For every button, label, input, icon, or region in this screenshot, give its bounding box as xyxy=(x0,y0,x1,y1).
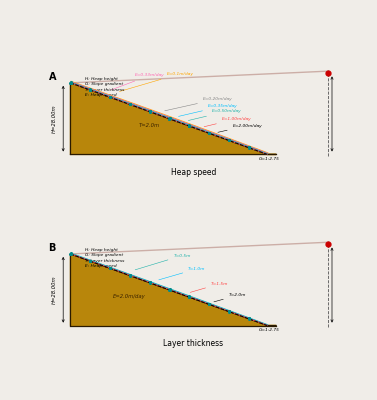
Text: E: Heap speed: E: Heap speed xyxy=(85,93,117,97)
Text: E=2.00m/day: E=2.00m/day xyxy=(218,124,262,132)
Text: E=0.35m/day: E=0.35m/day xyxy=(178,104,238,116)
Text: G: Slope gradient: G: Slope gradient xyxy=(85,82,123,86)
Text: T=2.0m: T=2.0m xyxy=(139,123,160,128)
Text: H=28.00m: H=28.00m xyxy=(52,276,57,304)
Text: T=1.0m: T=1.0m xyxy=(159,267,205,280)
Text: T=1.5m: T=1.5m xyxy=(190,282,228,292)
Text: E=2.0m/day: E=2.0m/day xyxy=(113,294,145,299)
Text: T=0.5m: T=0.5m xyxy=(135,254,191,270)
Text: Heap speed: Heap speed xyxy=(170,168,216,176)
Text: E: Heap speed: E: Heap speed xyxy=(85,264,117,268)
Text: H: Heap height: H: Heap height xyxy=(85,77,118,81)
Text: H: Heap height: H: Heap height xyxy=(85,248,118,252)
Text: T=2.0m: T=2.0m xyxy=(214,293,246,302)
Text: B: B xyxy=(49,243,56,253)
Text: E=0.50m/day: E=0.50m/day xyxy=(188,109,242,120)
Text: H=28.00m: H=28.00m xyxy=(52,104,57,133)
Polygon shape xyxy=(70,83,276,154)
Text: E=1.00m/day: E=1.00m/day xyxy=(204,117,251,127)
Text: A: A xyxy=(49,72,56,82)
Text: Layer thickness: Layer thickness xyxy=(163,339,223,348)
Text: T: Layer thickness: T: Layer thickness xyxy=(85,88,124,92)
Text: G: Slope gradient: G: Slope gradient xyxy=(85,253,123,257)
Text: E=0.1m/day: E=0.1m/day xyxy=(120,72,193,92)
Text: E=0.33m/day: E=0.33m/day xyxy=(112,73,165,90)
Text: G=1:2.75: G=1:2.75 xyxy=(259,328,279,332)
Text: G=1:2.75: G=1:2.75 xyxy=(259,157,279,161)
Text: T: Layer thickness: T: Layer thickness xyxy=(85,259,124,263)
Text: E=0.20m/day: E=0.20m/day xyxy=(165,97,233,111)
Polygon shape xyxy=(70,254,276,326)
